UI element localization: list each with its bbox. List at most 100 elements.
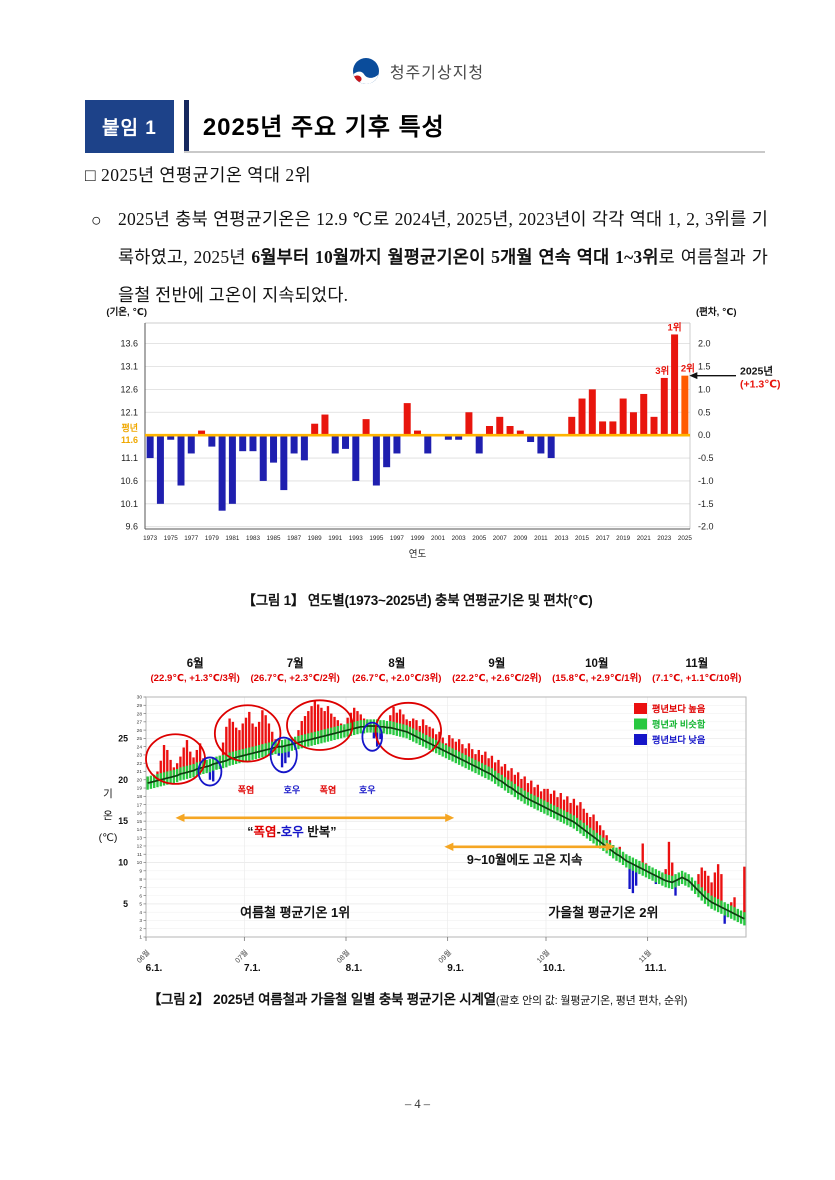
bar-2003 <box>455 435 463 440</box>
svg-text:2025년: 2025년 <box>740 365 773 378</box>
svg-text:18: 18 <box>137 794 143 800</box>
svg-text:2011: 2011 <box>534 535 548 542</box>
svg-text:2013: 2013 <box>554 535 569 542</box>
svg-text:(+1.3℃): (+1.3℃) <box>740 379 780 391</box>
svg-text:9~10월에도 고온 지속: 9~10월에도 고온 지속 <box>467 852 583 867</box>
chart2-event-circles <box>145 699 442 787</box>
svg-text:2019: 2019 <box>616 535 631 542</box>
svg-text:-2.0: -2.0 <box>698 522 714 532</box>
bullet-paragraph: ○ 2025년 충북 연평균기온은 12.9 ℃로 2024년, 2025년, 2… <box>91 200 768 314</box>
svg-text:(26.7℃, +2.0℃/3위): (26.7℃, +2.0℃/3위) <box>352 672 441 684</box>
bar-2006 <box>485 426 493 436</box>
chart2-y-axis: 1234567891011121314151617181920212223242… <box>99 695 146 941</box>
bar-1994 <box>362 419 370 436</box>
svg-text:12: 12 <box>137 844 143 850</box>
bar-1996 <box>383 435 391 468</box>
bar-1986 <box>280 435 288 491</box>
chart1-gridlines <box>144 322 691 530</box>
svg-text:26: 26 <box>137 728 143 734</box>
bar-2014 <box>568 416 576 436</box>
svg-text:9.1.: 9.1. <box>447 963 464 974</box>
bar-1988 <box>300 435 308 461</box>
kma-taegeuk-logo-icon <box>352 58 379 84</box>
bar-1973 <box>146 435 154 459</box>
bar-1984 <box>259 435 267 481</box>
svg-text:1995: 1995 <box>369 535 384 542</box>
svg-text:여름철 평균기온 1위: 여름철 평균기온 1위 <box>240 905 350 920</box>
bar-2023 <box>660 377 668 436</box>
bar-1992 <box>342 435 350 449</box>
svg-text:11월: 11월 <box>637 948 653 964</box>
bar-1978 <box>198 430 206 436</box>
svg-text:2023: 2023 <box>657 535 672 542</box>
svg-text:6.1.: 6.1. <box>146 963 163 974</box>
svg-text:27: 27 <box>137 720 143 726</box>
bar-2017 <box>599 421 607 436</box>
bar-2011 <box>537 435 545 454</box>
bar-1993 <box>352 435 360 481</box>
bar-1979 <box>208 435 216 447</box>
bar-1974 <box>156 435 164 504</box>
title-underline: 2025년 주요 기후 특성 <box>183 100 765 153</box>
bar-1989 <box>311 423 319 436</box>
svg-text:15: 15 <box>118 816 128 826</box>
svg-text:1.0: 1.0 <box>698 384 711 394</box>
bar-1976 <box>177 435 185 486</box>
page-title: 2025년 주요 기후 특성 <box>202 114 445 141</box>
svg-text:-0.5: -0.5 <box>698 453 714 463</box>
bar-2009 <box>516 430 524 436</box>
svg-text:2003: 2003 <box>452 535 467 542</box>
svg-text:1: 1 <box>139 935 142 941</box>
chart2-arrows: 9~10월에도 고온 지속 <box>175 813 615 867</box>
svg-text:12.6: 12.6 <box>120 384 138 394</box>
svg-text:16: 16 <box>137 811 143 817</box>
svg-text:(22.2℃, +2.6℃/2위): (22.2℃, +2.6℃/2위) <box>452 672 541 684</box>
svg-text:1위: 1위 <box>668 321 682 333</box>
chart1-axis-labels: 13.6 13.1 12.6 12.1 11.1 10.6 10.1 9.6 평년 11.6 2.0… <box>106 306 736 532</box>
title-row: 붙임 1 2025년 주요 기후 특성 <box>85 100 765 153</box>
bar-1997 <box>393 435 401 454</box>
svg-text:(15.8℃, +2.9℃/1위): (15.8℃, +2.9℃/1위) <box>552 672 641 684</box>
svg-text:평년: 평년 <box>121 422 138 433</box>
bar-2022 <box>650 416 658 436</box>
chart1-bars <box>146 334 689 511</box>
svg-text:25: 25 <box>137 736 143 742</box>
svg-text:20: 20 <box>118 775 128 785</box>
bar-2007 <box>496 416 504 436</box>
svg-text:30: 30 <box>137 695 143 701</box>
bar-2005 <box>475 435 483 454</box>
svg-text:온: 온 <box>103 810 113 822</box>
bar-1990 <box>321 414 329 436</box>
bar-1975 <box>167 435 175 440</box>
svg-text:평년과 비슷함: 평년과 비슷함 <box>652 719 706 730</box>
svg-text:13.1: 13.1 <box>120 361 138 371</box>
figure1-annual-mean-temp-anomaly-chart: 13.6 13.1 12.6 12.1 11.1 10.6 10.1 9.6 평년 11.6 2.0… <box>106 306 780 560</box>
svg-text:19: 19 <box>137 786 143 792</box>
bar-1981 <box>228 435 236 504</box>
bar-1977 <box>187 435 195 454</box>
svg-text:3위: 3위 <box>655 365 669 377</box>
page-number: – 4 – <box>405 1097 430 1111</box>
svg-text:1983: 1983 <box>246 535 261 542</box>
svg-text:2017: 2017 <box>596 535 611 542</box>
svg-text:기: 기 <box>103 788 113 800</box>
title-vertical-bar <box>183 100 189 151</box>
svg-text:12.1: 12.1 <box>120 407 138 417</box>
svg-text:1989: 1989 <box>308 535 323 542</box>
bar-1999 <box>414 430 421 436</box>
svg-text:29: 29 <box>137 703 143 709</box>
svg-text:7.1.: 7.1. <box>244 963 261 974</box>
attachment-badge: 붙임 1 <box>85 100 174 153</box>
svg-text:9월: 9월 <box>488 656 505 670</box>
bar-2025 <box>681 375 689 436</box>
svg-text:23: 23 <box>137 753 143 759</box>
bar-2019 <box>619 398 627 436</box>
svg-text:가을철 평균기온 2위: 가을철 평균기온 2위 <box>548 905 658 920</box>
svg-text:-1.0: -1.0 <box>698 476 714 486</box>
bar-1995 <box>372 435 380 486</box>
bar-2024 <box>671 334 679 436</box>
svg-text:11: 11 <box>137 852 142 858</box>
svg-text:2.0: 2.0 <box>698 339 711 349</box>
figure2-daily-mean-temp-chart: 6월 (22.9℃, +1.3℃/3위) 7월 (26.7℃, +2.3℃/2위) 8월… <box>99 656 747 974</box>
